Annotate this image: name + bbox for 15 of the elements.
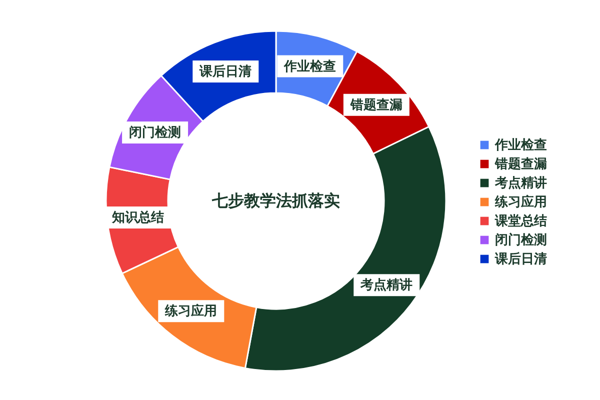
legend-label: 错题查漏 <box>494 157 547 172</box>
legend-label: 练习应用 <box>494 194 547 210</box>
data-label: 作业检查 <box>283 59 336 74</box>
legend-label: 课后日清 <box>494 251 547 267</box>
data-label: 知识总结 <box>110 210 164 226</box>
legend-label: 考点精讲 <box>494 175 547 191</box>
data-label: 考点精讲 <box>360 277 413 294</box>
data-label: 闭门检测 <box>129 124 182 141</box>
data-label: 课后日清 <box>198 63 252 80</box>
legend-label: 作业检查 <box>494 138 547 153</box>
data-label: 练习应用 <box>164 303 218 320</box>
text: 七步教学法抓落实 <box>211 191 340 210</box>
data-label: 错题查漏 <box>349 98 402 113</box>
legend-label: 课堂总结 <box>494 213 547 229</box>
legend-label: 闭门检测 <box>495 232 547 248</box>
